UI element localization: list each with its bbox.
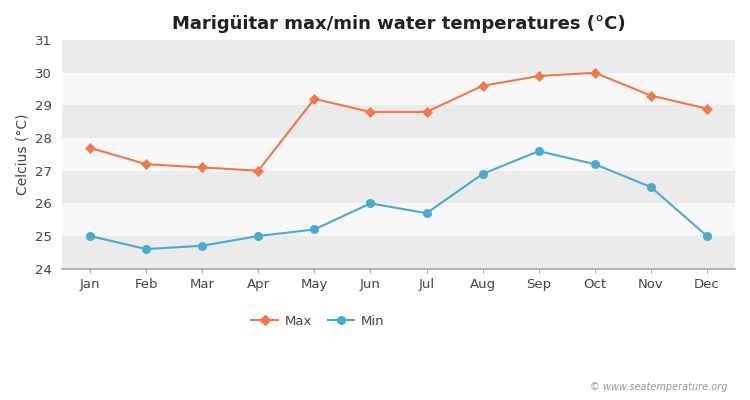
Y-axis label: Celcius (°C): Celcius (°C): [15, 114, 29, 195]
Max: [310, 96, 319, 101]
Legend: Max, Min: Max, Min: [246, 310, 389, 333]
Bar: [62, 73, 735, 106]
Title: Marigüitar max/min water temperatures (°C): Marigüitar max/min water temperatures (°…: [172, 15, 626, 33]
Max: [86, 146, 94, 150]
Min: [478, 172, 487, 176]
Max: [366, 110, 375, 114]
Bar: [62, 236, 735, 269]
Min: [254, 234, 262, 238]
Min: [366, 201, 375, 206]
Bar: [62, 171, 735, 203]
Bar: [62, 106, 735, 138]
Bar: [62, 203, 735, 236]
Max: [422, 110, 431, 114]
Max: [646, 93, 656, 98]
Bar: [62, 40, 735, 73]
Line: Max: Max: [86, 69, 711, 174]
Min: [590, 162, 599, 166]
Min: [86, 234, 94, 238]
Max: [254, 168, 262, 173]
Max: [703, 106, 712, 111]
Min: [646, 185, 656, 190]
Min: [198, 243, 207, 248]
Max: [590, 70, 599, 75]
Min: [534, 149, 543, 154]
Line: Min: Min: [86, 147, 711, 253]
Min: [310, 227, 319, 232]
Max: [478, 84, 487, 88]
Max: [198, 165, 207, 170]
Min: [703, 234, 712, 238]
Max: [142, 162, 151, 166]
Max: [534, 74, 543, 78]
Bar: [62, 138, 735, 171]
Text: © www.seatemperature.org: © www.seatemperature.org: [590, 382, 728, 392]
Min: [142, 247, 151, 252]
Min: [422, 211, 431, 216]
